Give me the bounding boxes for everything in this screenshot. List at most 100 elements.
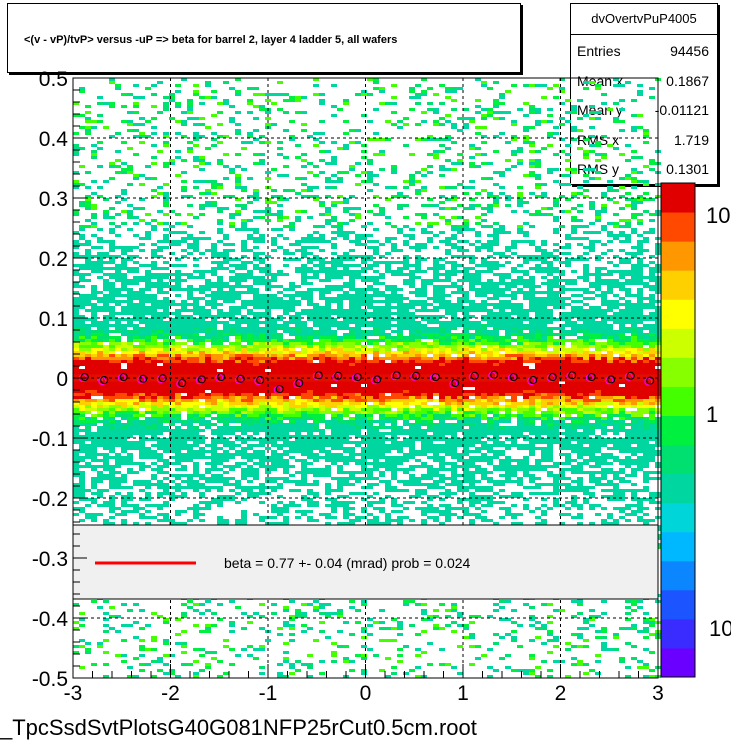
heat-cell: [493, 111, 499, 114]
heat-cell: [91, 285, 97, 288]
heat-cell: [583, 288, 589, 291]
heat-cell: [541, 261, 547, 264]
heat-cell: [211, 186, 217, 189]
heat-cell: [259, 270, 265, 273]
heat-cell: [91, 387, 97, 390]
heat-cell: [385, 354, 391, 357]
heat-cell: [625, 381, 631, 384]
heat-cell: [217, 303, 223, 306]
heat-cell: [511, 294, 517, 297]
heat-cell: [205, 321, 211, 324]
heat-cell: [139, 198, 145, 201]
heat-cell: [523, 141, 529, 144]
heat-cell: [337, 324, 343, 327]
heat-cell: [397, 228, 403, 231]
heat-cell: [589, 282, 595, 285]
heat-cell: [613, 333, 619, 336]
heat-cell: [337, 336, 343, 339]
heat-cell: [541, 366, 547, 369]
heat-cell: [553, 348, 559, 351]
heat-cell: [199, 213, 205, 216]
heat-cell: [289, 243, 295, 246]
heat-cell: [457, 366, 463, 369]
heat-cell: [469, 165, 475, 168]
heat-cell: [121, 306, 127, 309]
heat-cell: [133, 354, 139, 357]
heat-cell: [373, 261, 379, 264]
heat-cell: [175, 321, 181, 324]
heat-cell: [547, 87, 553, 90]
heat-cell: [637, 288, 643, 291]
heat-cell: [481, 357, 487, 360]
heat-cell: [121, 330, 127, 333]
heat-cell: [457, 264, 463, 267]
heat-cell: [259, 336, 265, 339]
heat-cell: [619, 369, 625, 372]
heat-cell: [367, 276, 373, 279]
heat-cell: [217, 336, 223, 339]
heat-cell: [211, 192, 217, 195]
heat-cell: [463, 297, 469, 300]
heat-cell: [151, 195, 157, 198]
heat-cell: [601, 228, 607, 231]
heat-cell: [535, 258, 541, 261]
heat-cell: [85, 204, 91, 207]
heat-cell: [553, 294, 559, 297]
heat-cell: [433, 222, 439, 225]
heat-cell: [643, 231, 649, 234]
heat-cell: [379, 369, 385, 372]
heat-cell: [583, 195, 589, 198]
heat-cell: [283, 363, 289, 366]
heat-cell: [487, 291, 493, 294]
heat-cell: [397, 363, 403, 366]
heat-cell: [409, 336, 415, 339]
heat-cell: [295, 318, 301, 321]
heat-cell: [235, 366, 241, 369]
heat-cell: [325, 354, 331, 357]
heat-cell: [361, 279, 367, 282]
heat-cell: [307, 252, 313, 255]
heat-cell: [319, 360, 325, 363]
heat-cell: [205, 270, 211, 273]
heat-cell: [181, 348, 187, 351]
heat-cell: [475, 279, 481, 282]
heat-cell: [157, 186, 163, 189]
heat-cell: [595, 336, 601, 339]
heat-cell: [595, 144, 601, 147]
heat-cell: [589, 363, 595, 366]
heat-cell: [475, 369, 481, 372]
heat-cell: [361, 150, 367, 153]
heat-cell: [229, 345, 235, 348]
heat-cell: [613, 234, 619, 237]
heat-cell: [493, 297, 499, 300]
heat-cell: [631, 318, 637, 321]
heat-cell: [259, 303, 265, 306]
heat-cell: [619, 234, 625, 237]
heat-cell: [289, 372, 295, 375]
heat-cell: [247, 369, 253, 372]
heat-cell: [541, 270, 547, 273]
heat-cell: [175, 366, 181, 369]
heat-cell: [559, 183, 565, 186]
heat-cell: [271, 345, 277, 348]
heat-cell: [607, 261, 613, 264]
heat-cell: [457, 228, 463, 231]
heat-cell: [493, 291, 499, 294]
heat-cell: [583, 87, 589, 90]
heat-cell: [217, 333, 223, 336]
heat-cell: [493, 285, 499, 288]
heat-cell: [157, 315, 163, 318]
heat-cell: [469, 228, 475, 231]
heat-cell: [295, 270, 301, 273]
heat-cell: [451, 264, 457, 267]
heat-cell: [511, 270, 517, 273]
heat-cell: [139, 330, 145, 333]
heat-cell: [571, 306, 577, 309]
heat-cell: [331, 285, 337, 288]
heat-cell: [493, 315, 499, 318]
heat-cell: [505, 90, 511, 93]
heat-cell: [241, 189, 247, 192]
heat-cell: [511, 282, 517, 285]
heat-cell: [325, 381, 331, 384]
heat-cell: [487, 87, 493, 90]
